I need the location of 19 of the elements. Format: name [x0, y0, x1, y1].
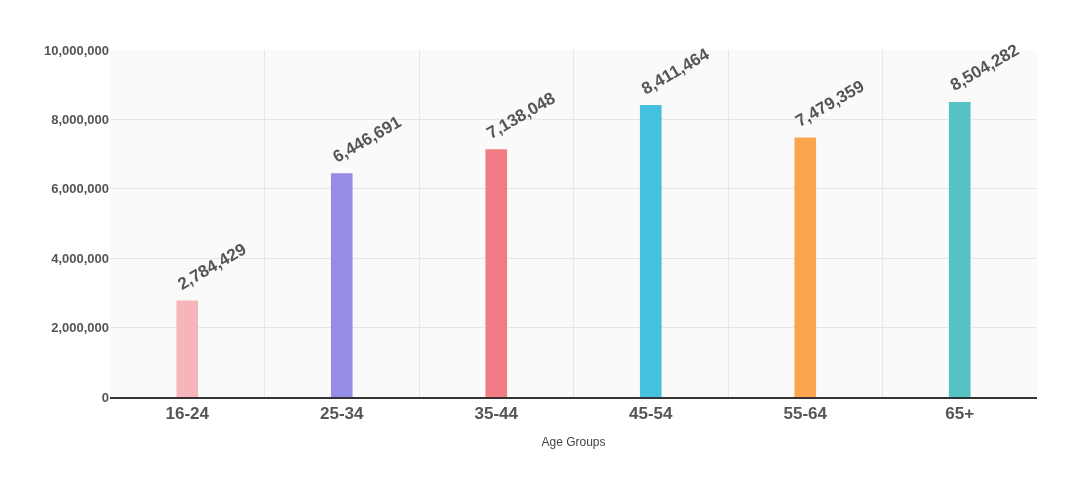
bar: [176, 300, 199, 397]
x-tick-label: 65+: [945, 404, 975, 424]
y-tick-label: 8,000,000: [51, 111, 109, 127]
y-tick-label: 4,000,000: [51, 250, 109, 266]
y-tick-label: 10,000,000: [43, 42, 109, 58]
bar: [948, 101, 971, 397]
bar: [639, 105, 662, 397]
x-tick-label: 16-24: [165, 404, 210, 424]
x-tick-label: 35-44: [474, 404, 519, 424]
y-tick-label: 6,000,000: [51, 181, 109, 197]
x-tick-label: 45-54: [629, 404, 674, 424]
x-axis-title: Age Groups: [541, 434, 606, 449]
bar: [794, 137, 817, 397]
y-tick-label: 2,000,000: [51, 320, 109, 336]
bar: [330, 173, 353, 397]
y-tick-label: 0: [101, 389, 109, 405]
bar: [485, 149, 508, 397]
x-tick-label: 55-64: [783, 404, 828, 424]
x-tick-label: 25-34: [320, 404, 365, 424]
